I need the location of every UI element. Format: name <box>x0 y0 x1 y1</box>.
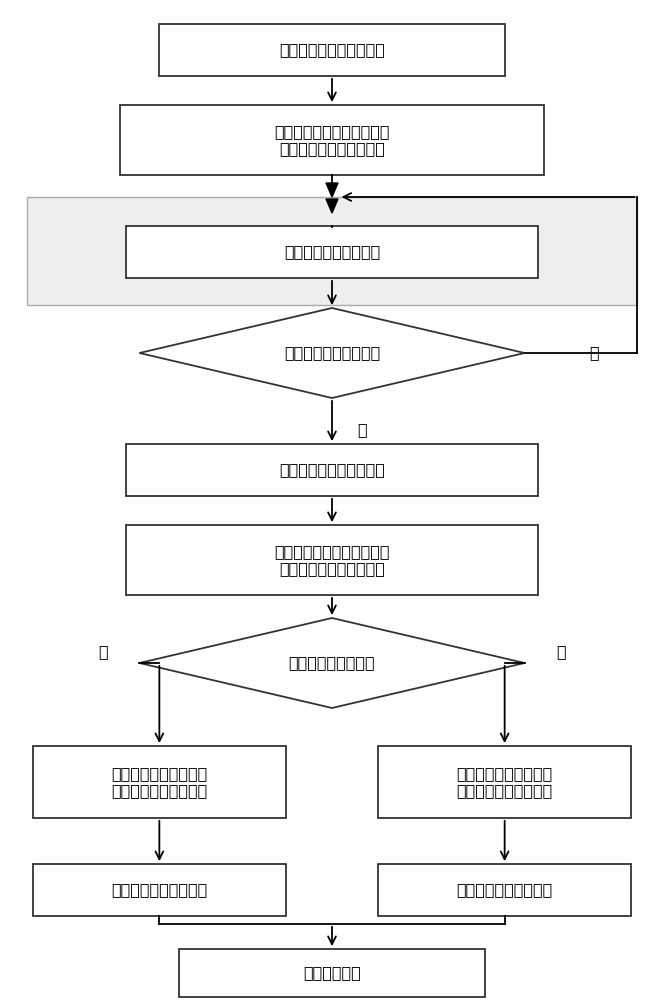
Text: 处理器发送温低控制信
号至轴流风机、制冷机: 处理器发送温低控制信 号至轴流风机、制冷机 <box>457 766 552 798</box>
Text: 处理器发送温高控制信
号至轴流风机、制冷机: 处理器发送温高控制信 号至轴流风机、制冷机 <box>112 766 207 798</box>
Text: 人为解除报警: 人为解除报警 <box>303 966 361 980</box>
FancyBboxPatch shape <box>33 746 286 818</box>
Text: 测温装置温度实时监测: 测温装置温度实时监测 <box>284 244 380 259</box>
FancyBboxPatch shape <box>33 864 286 916</box>
Polygon shape <box>326 183 338 197</box>
Text: 否: 否 <box>556 645 566 660</box>
FancyBboxPatch shape <box>120 105 544 175</box>
Text: 是: 是 <box>98 645 108 660</box>
FancyBboxPatch shape <box>126 226 538 278</box>
Text: 根据几何方法确定温度异常
点相对于箱体角落的坐标: 根据几何方法确定温度异常 点相对于箱体角落的坐标 <box>274 544 390 576</box>
FancyBboxPatch shape <box>378 864 631 916</box>
Text: 温度在预设温度范围内: 温度在预设温度范围内 <box>284 346 380 360</box>
Text: 轴流风机、制冷机动作: 轴流风机、制冷机动作 <box>457 882 552 898</box>
Polygon shape <box>139 308 525 398</box>
Text: 是: 是 <box>590 346 599 360</box>
FancyBboxPatch shape <box>179 949 485 997</box>
FancyBboxPatch shape <box>126 444 538 496</box>
Polygon shape <box>139 618 525 708</box>
FancyBboxPatch shape <box>126 525 538 595</box>
FancyBboxPatch shape <box>159 24 505 76</box>
Text: 所有元器件上电，初始化: 所有元器件上电，初始化 <box>279 42 385 57</box>
FancyBboxPatch shape <box>27 197 637 305</box>
Text: 发送报警信号至报警装置: 发送报警信号至报警装置 <box>279 462 385 478</box>
Text: 轴流风机、制冷机动作: 轴流风机、制冷机动作 <box>112 882 207 898</box>
Text: 温度大于最大温度值: 温度大于最大温度值 <box>289 656 375 670</box>
FancyBboxPatch shape <box>378 746 631 818</box>
Text: 设定预设温度范围值，包括
最大温度值和最小温度值: 设定预设温度范围值，包括 最大温度值和最小温度值 <box>274 124 390 156</box>
Text: 否: 否 <box>357 422 367 438</box>
Polygon shape <box>326 199 338 213</box>
